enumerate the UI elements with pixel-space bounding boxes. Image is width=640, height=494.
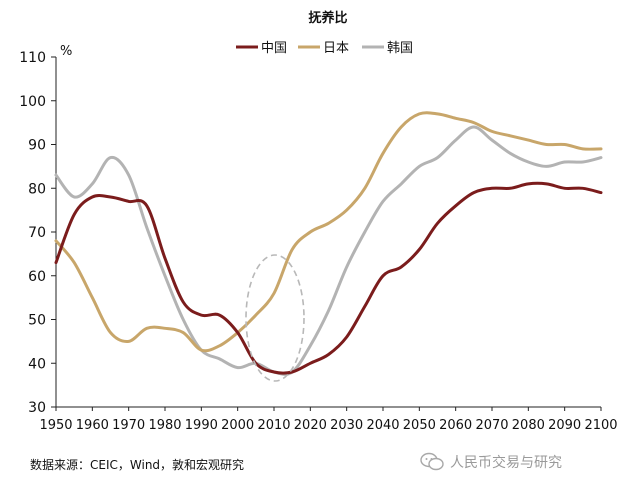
x-tick-label: 2040 [366,418,399,433]
x-tick-label: 1990 [185,418,218,433]
y-tick-label: 50 [28,313,46,329]
y-tick-label: 70 [28,225,46,241]
series-layer [54,111,603,376]
y-axis-label: % [60,44,72,59]
x-tick-label: 2060 [439,418,472,433]
x-tick-label: 2030 [330,418,363,433]
x-tick-label: 2070 [475,418,508,433]
y-tick-label: 110 [19,50,46,66]
x-tick-label: 2020 [294,418,327,433]
source-note: 数据来源：CEIC，Wind，敦和宏观研究 [30,458,245,472]
y-tick-label: 80 [28,181,46,197]
x-tick-label: 2050 [403,418,436,433]
x-tick-label: 1950 [39,418,72,433]
y-tick-label: 40 [28,356,46,372]
highlight-ellipse [245,254,305,382]
watermark: 人民币交易与研究 [420,452,562,472]
chart-title: 抚养比 [308,10,347,26]
x-tick-label: 2010 [257,418,290,433]
x-tick-label: 2100 [584,418,617,433]
legend: 中国 日本 韩国 [236,41,413,56]
axes: 30 40 50 60 70 80 90 100 110 % 1950 1960 1970 1980 199… [19,44,617,433]
series-line-2 [54,111,603,353]
wechat-icon [420,452,444,471]
series-line-1 [54,181,603,375]
series-line-3 [54,125,603,376]
watermark-text: 人民币交易与研究 [450,455,562,471]
x-tick-label: 1960 [76,418,109,433]
y-tick-label: 90 [28,138,46,154]
y-tick-label: 30 [28,400,46,416]
x-tick-label: 2090 [548,418,581,433]
x-tick-label: 2000 [221,418,254,433]
x-tick-label: 1970 [112,418,145,433]
legend-label: 韩国 [387,41,413,56]
x-tick-label: 2080 [512,418,545,433]
legend-label: 日本 [323,41,349,56]
y-tick-label: 100 [19,94,46,110]
x-tick-label: 1980 [148,418,181,433]
y-tick-label: 60 [28,269,46,285]
legend-label: 中国 [261,41,287,56]
